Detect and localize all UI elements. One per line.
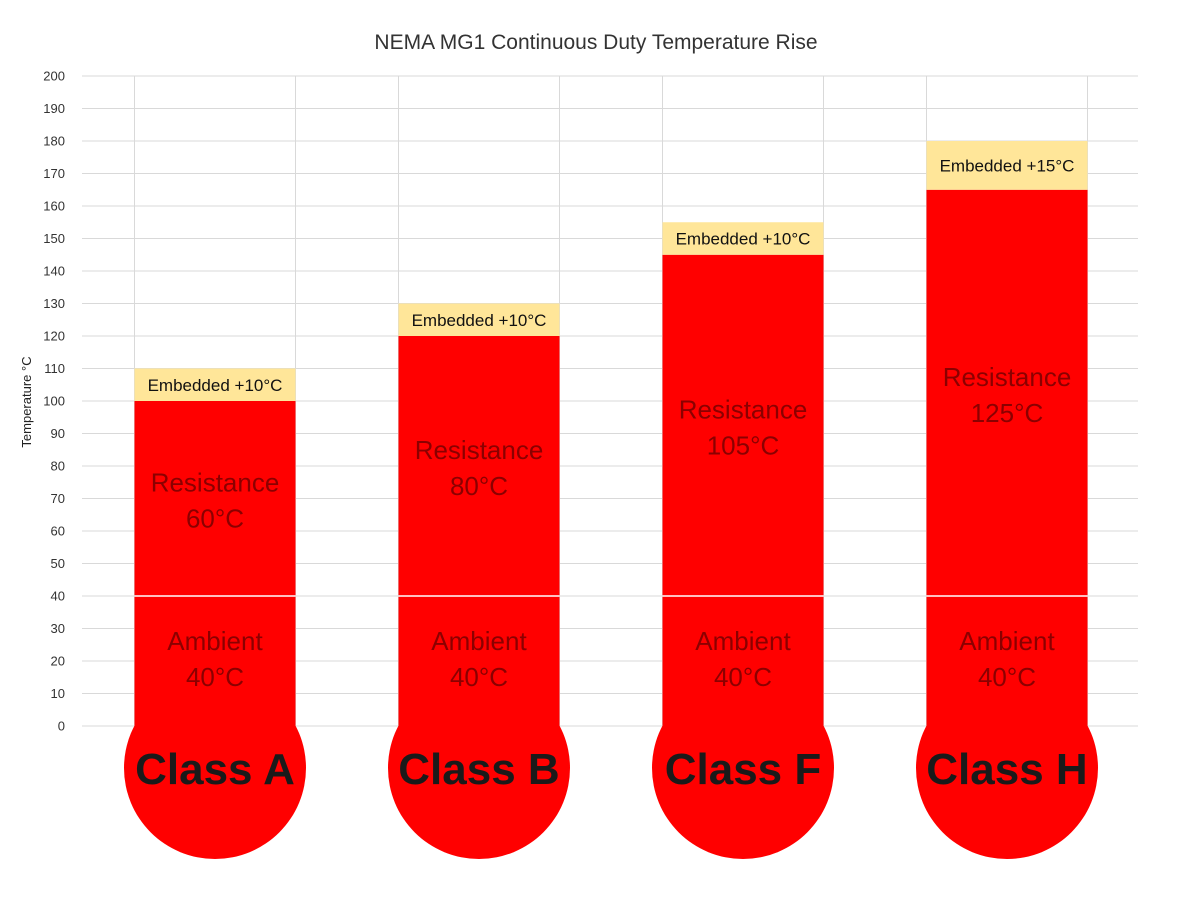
chart-title: NEMA MG1 Continuous Duty Temperature Ris…: [374, 31, 817, 54]
embedded-label: Embedded +15°C: [940, 156, 1075, 175]
thermometer-bar: Ambient 40°C Resistance 80°C Embedded +10°C C…: [388, 303, 570, 859]
ambient-label: Ambient 40°C: [959, 626, 1055, 692]
ambient-label: Ambient 40°C: [695, 626, 791, 692]
thermometer-bar: Ambient 40°C Resistance 125°C Embedded +15°C…: [916, 141, 1098, 859]
category-label: Class F: [665, 745, 822, 794]
y-tick-label: 30: [51, 621, 65, 636]
y-tick-label: 40: [51, 589, 65, 604]
embedded-segment: [926, 141, 1088, 190]
ambient-label: Ambient 40°C: [431, 626, 527, 692]
resistance-label: Resistance 60°C: [151, 468, 280, 534]
resistance-label: Resistance 125°C: [943, 362, 1072, 428]
category-label: Class H: [926, 745, 1087, 794]
embedded-segment: [398, 303, 560, 336]
ambient-segment: [134, 596, 296, 736]
resistance-segment: [662, 254, 824, 596]
y-tick-label: 100: [43, 394, 65, 409]
resistance-label: Resistance 105°C: [679, 394, 808, 460]
embedded-segment: [662, 222, 824, 255]
resistance-segment: [926, 189, 1088, 596]
y-tick-label: 50: [51, 556, 65, 571]
ambient-segment: [398, 596, 560, 736]
ambient-label: Ambient 40°C: [167, 626, 263, 692]
y-tick-label: 80: [51, 459, 65, 474]
resistance-segment: [398, 336, 560, 596]
resistance-label: Resistance 80°C: [415, 435, 544, 501]
ambient-segment: [926, 596, 1088, 736]
embedded-label: Embedded +10°C: [148, 376, 283, 395]
y-tick-label: 20: [51, 654, 65, 669]
y-tick-label: 0: [58, 719, 65, 734]
category-label: Class A: [135, 745, 295, 794]
y-axis-label: Temperature °C: [19, 356, 34, 447]
resistance-segment: [134, 401, 296, 596]
y-tick-label: 190: [43, 101, 65, 116]
embedded-label: Embedded +10°C: [412, 311, 547, 330]
y-tick-label: 70: [51, 491, 65, 506]
y-tick-label: 60: [51, 524, 65, 539]
y-tick-label: 180: [43, 134, 65, 149]
thermometer-bar: Ambient 40°C Resistance 60°C Embedded +10°C C…: [124, 368, 306, 859]
y-tick-label: 90: [51, 426, 65, 441]
embedded-segment: [134, 368, 296, 401]
y-tick-label: 170: [43, 166, 65, 181]
y-tick-label: 160: [43, 199, 65, 214]
thermometer-bar: Ambient 40°C Resistance 105°C Embedded +10°C…: [652, 222, 834, 859]
y-tick-label: 110: [44, 361, 65, 376]
embedded-label: Embedded +10°C: [676, 230, 811, 249]
y-tick-label: 200: [43, 69, 65, 84]
y-tick-label: 130: [43, 296, 65, 311]
y-tick-label: 120: [43, 329, 65, 344]
y-tick-label: 140: [43, 264, 65, 279]
bars-layer: Ambient 40°C Resistance 60°C Embedded +10°C C…: [124, 141, 1098, 859]
ambient-segment: [662, 596, 824, 736]
y-tick-label: 150: [43, 231, 65, 246]
y-tick-label: 10: [51, 686, 65, 701]
category-label: Class B: [398, 745, 559, 794]
